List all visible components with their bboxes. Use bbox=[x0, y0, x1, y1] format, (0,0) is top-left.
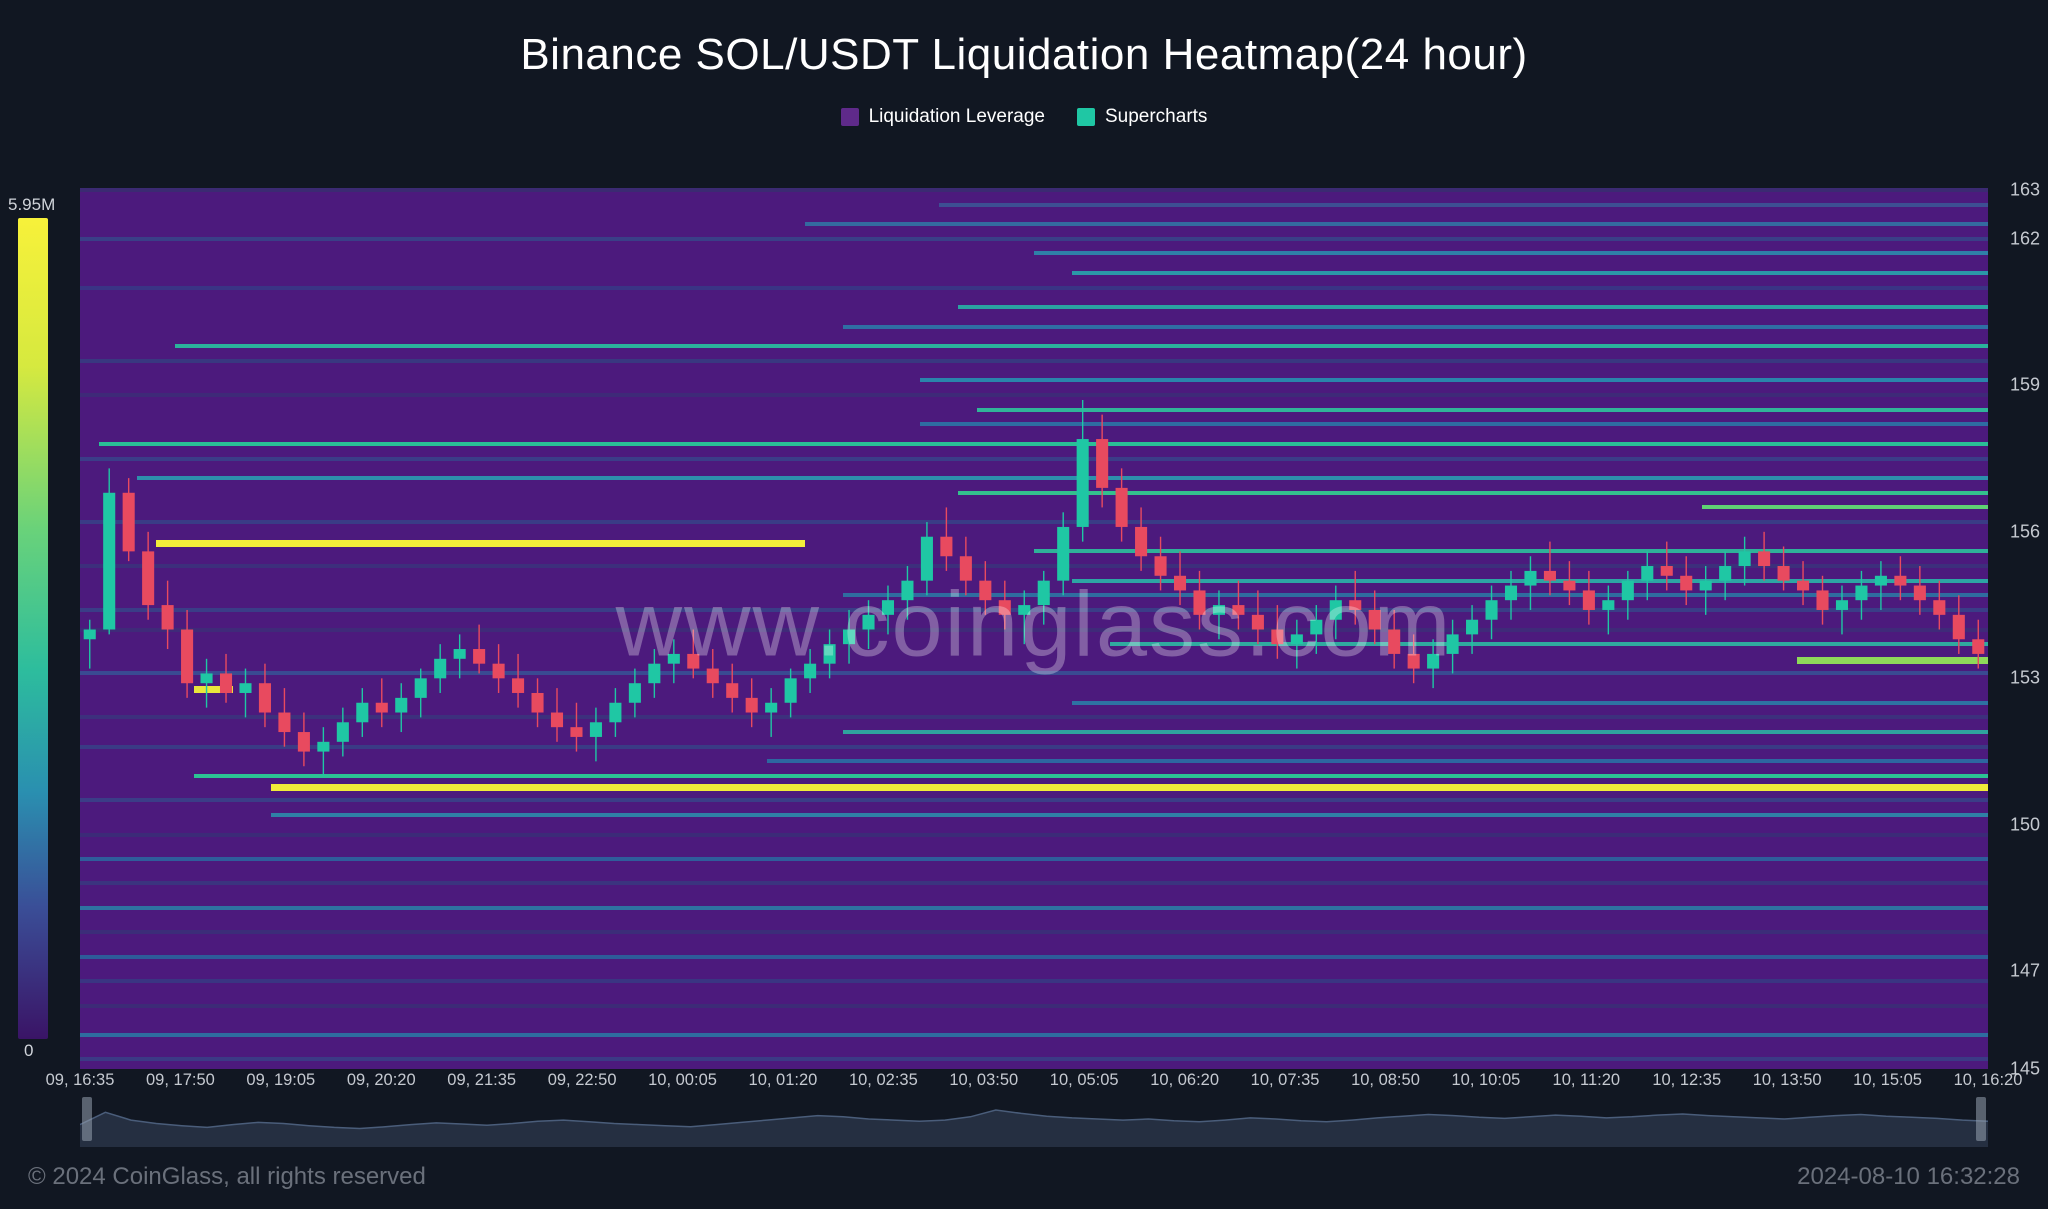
x-tick-label: 09, 19:05 bbox=[246, 1071, 315, 1090]
x-tick-label: 09, 21:35 bbox=[447, 1071, 516, 1090]
navigator-sparkline bbox=[80, 1091, 1988, 1147]
x-tick-label: 10, 07:35 bbox=[1251, 1071, 1320, 1090]
y-tick-label: 150 bbox=[2010, 814, 2040, 835]
x-tick-label: 10, 06:20 bbox=[1150, 1071, 1219, 1090]
legend-item-liquidation[interactable]: Liquidation Leverage bbox=[841, 106, 1045, 128]
legend-swatch bbox=[841, 108, 859, 126]
x-tick-label: 10, 01:20 bbox=[749, 1071, 818, 1090]
x-tick-label: 10, 16:20 bbox=[1954, 1071, 2023, 1090]
footer-copyright: © 2024 CoinGlass, all rights reserved bbox=[28, 1163, 426, 1191]
x-tick-label: 10, 15:05 bbox=[1853, 1071, 1922, 1090]
y-tick-label: 147 bbox=[2010, 961, 2040, 982]
chart-container: Binance SOL/USDT Liquidation Heatmap(24 … bbox=[0, 0, 2048, 1209]
x-tick-label: 10, 10:05 bbox=[1451, 1071, 1520, 1090]
legend-item-supercharts[interactable]: Supercharts bbox=[1077, 106, 1207, 128]
chart-legend: Liquidation Leverage Supercharts bbox=[0, 106, 2048, 128]
y-axis: 145147150153156159162163 bbox=[1990, 190, 2040, 1069]
y-tick-label: 163 bbox=[2010, 180, 2040, 201]
x-tick-label: 09, 20:20 bbox=[347, 1071, 416, 1090]
y-tick-label: 159 bbox=[2010, 375, 2040, 396]
colorbar-min-label: 0 bbox=[24, 1041, 33, 1061]
y-tick-label: 162 bbox=[2010, 228, 2040, 249]
colorbar bbox=[18, 218, 48, 1039]
navigator-handle-right[interactable] bbox=[1976, 1097, 1986, 1141]
x-tick-label: 10, 00:05 bbox=[648, 1071, 717, 1090]
x-tick-label: 10, 12:35 bbox=[1652, 1071, 1721, 1090]
x-tick-label: 09, 16:35 bbox=[46, 1071, 115, 1090]
legend-label: Supercharts bbox=[1105, 106, 1207, 128]
chart-title: Binance SOL/USDT Liquidation Heatmap(24 … bbox=[0, 0, 2048, 80]
x-tick-label: 10, 02:35 bbox=[849, 1071, 918, 1090]
y-tick-label: 153 bbox=[2010, 668, 2040, 689]
x-tick-label: 10, 13:50 bbox=[1753, 1071, 1822, 1090]
colorbar-max-label: 5.95M bbox=[8, 195, 55, 215]
x-tick-label: 10, 05:05 bbox=[1050, 1071, 1119, 1090]
chart-plot-area[interactable]: www.coinglass.com 1451471501531561591621… bbox=[80, 190, 1988, 1069]
footer-timestamp: 2024-08-10 16:32:28 bbox=[1797, 1163, 2020, 1191]
x-tick-label: 10, 11:20 bbox=[1553, 1071, 1621, 1090]
legend-swatch bbox=[1077, 108, 1095, 126]
y-tick-label: 156 bbox=[2010, 521, 2040, 542]
navigator-handle-left[interactable] bbox=[82, 1097, 92, 1141]
x-tick-label: 09, 17:50 bbox=[146, 1071, 215, 1090]
chart-navigator[interactable] bbox=[80, 1091, 1988, 1147]
x-tick-label: 09, 22:50 bbox=[548, 1071, 617, 1090]
candlestick-layer bbox=[80, 190, 1988, 1069]
legend-label: Liquidation Leverage bbox=[869, 106, 1045, 128]
x-tick-label: 10, 03:50 bbox=[949, 1071, 1018, 1090]
x-tick-label: 10, 08:50 bbox=[1351, 1071, 1420, 1090]
